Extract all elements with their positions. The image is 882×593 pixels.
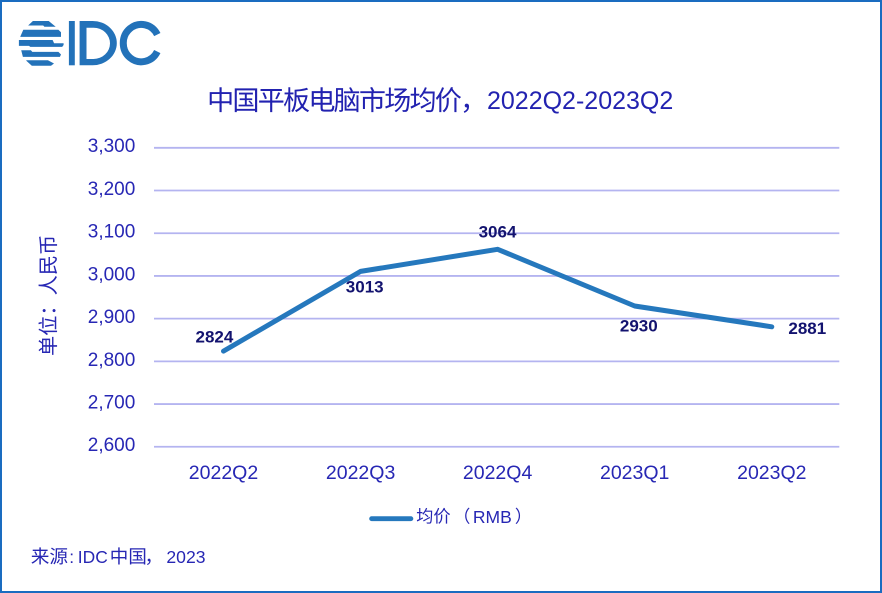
svg-text:3064: 3064 bbox=[479, 223, 517, 242]
svg-text:3,300: 3,300 bbox=[88, 136, 136, 157]
svg-text:3013: 3013 bbox=[346, 278, 384, 297]
svg-text:2,900: 2,900 bbox=[88, 307, 136, 328]
svg-text:2022Q2: 2022Q2 bbox=[189, 462, 258, 484]
svg-text:3,200: 3,200 bbox=[88, 179, 136, 200]
svg-text:2,600: 2,600 bbox=[88, 435, 136, 456]
svg-text:3,100: 3,100 bbox=[88, 222, 136, 243]
svg-text:2,800: 2,800 bbox=[88, 350, 136, 371]
svg-text::: : bbox=[69, 547, 74, 567]
svg-text:2022Q2-2023Q2: 2022Q2-2023Q2 bbox=[487, 87, 673, 115]
svg-text:2023: 2023 bbox=[166, 547, 205, 567]
svg-text:2023Q2: 2023Q2 bbox=[737, 462, 806, 484]
svg-text:2022Q4: 2022Q4 bbox=[463, 462, 533, 484]
svg-text:IDC: IDC bbox=[78, 547, 108, 567]
svg-text:2824: 2824 bbox=[195, 327, 233, 346]
svg-text:2,700: 2,700 bbox=[88, 392, 136, 413]
svg-text:2023Q1: 2023Q1 bbox=[600, 462, 669, 484]
svg-text:2022Q3: 2022Q3 bbox=[326, 462, 395, 484]
svg-text:3,000: 3,000 bbox=[88, 264, 136, 285]
svg-text:2881: 2881 bbox=[788, 319, 826, 338]
svg-text:2930: 2930 bbox=[620, 317, 658, 336]
svg-text:RMB: RMB bbox=[473, 507, 512, 527]
